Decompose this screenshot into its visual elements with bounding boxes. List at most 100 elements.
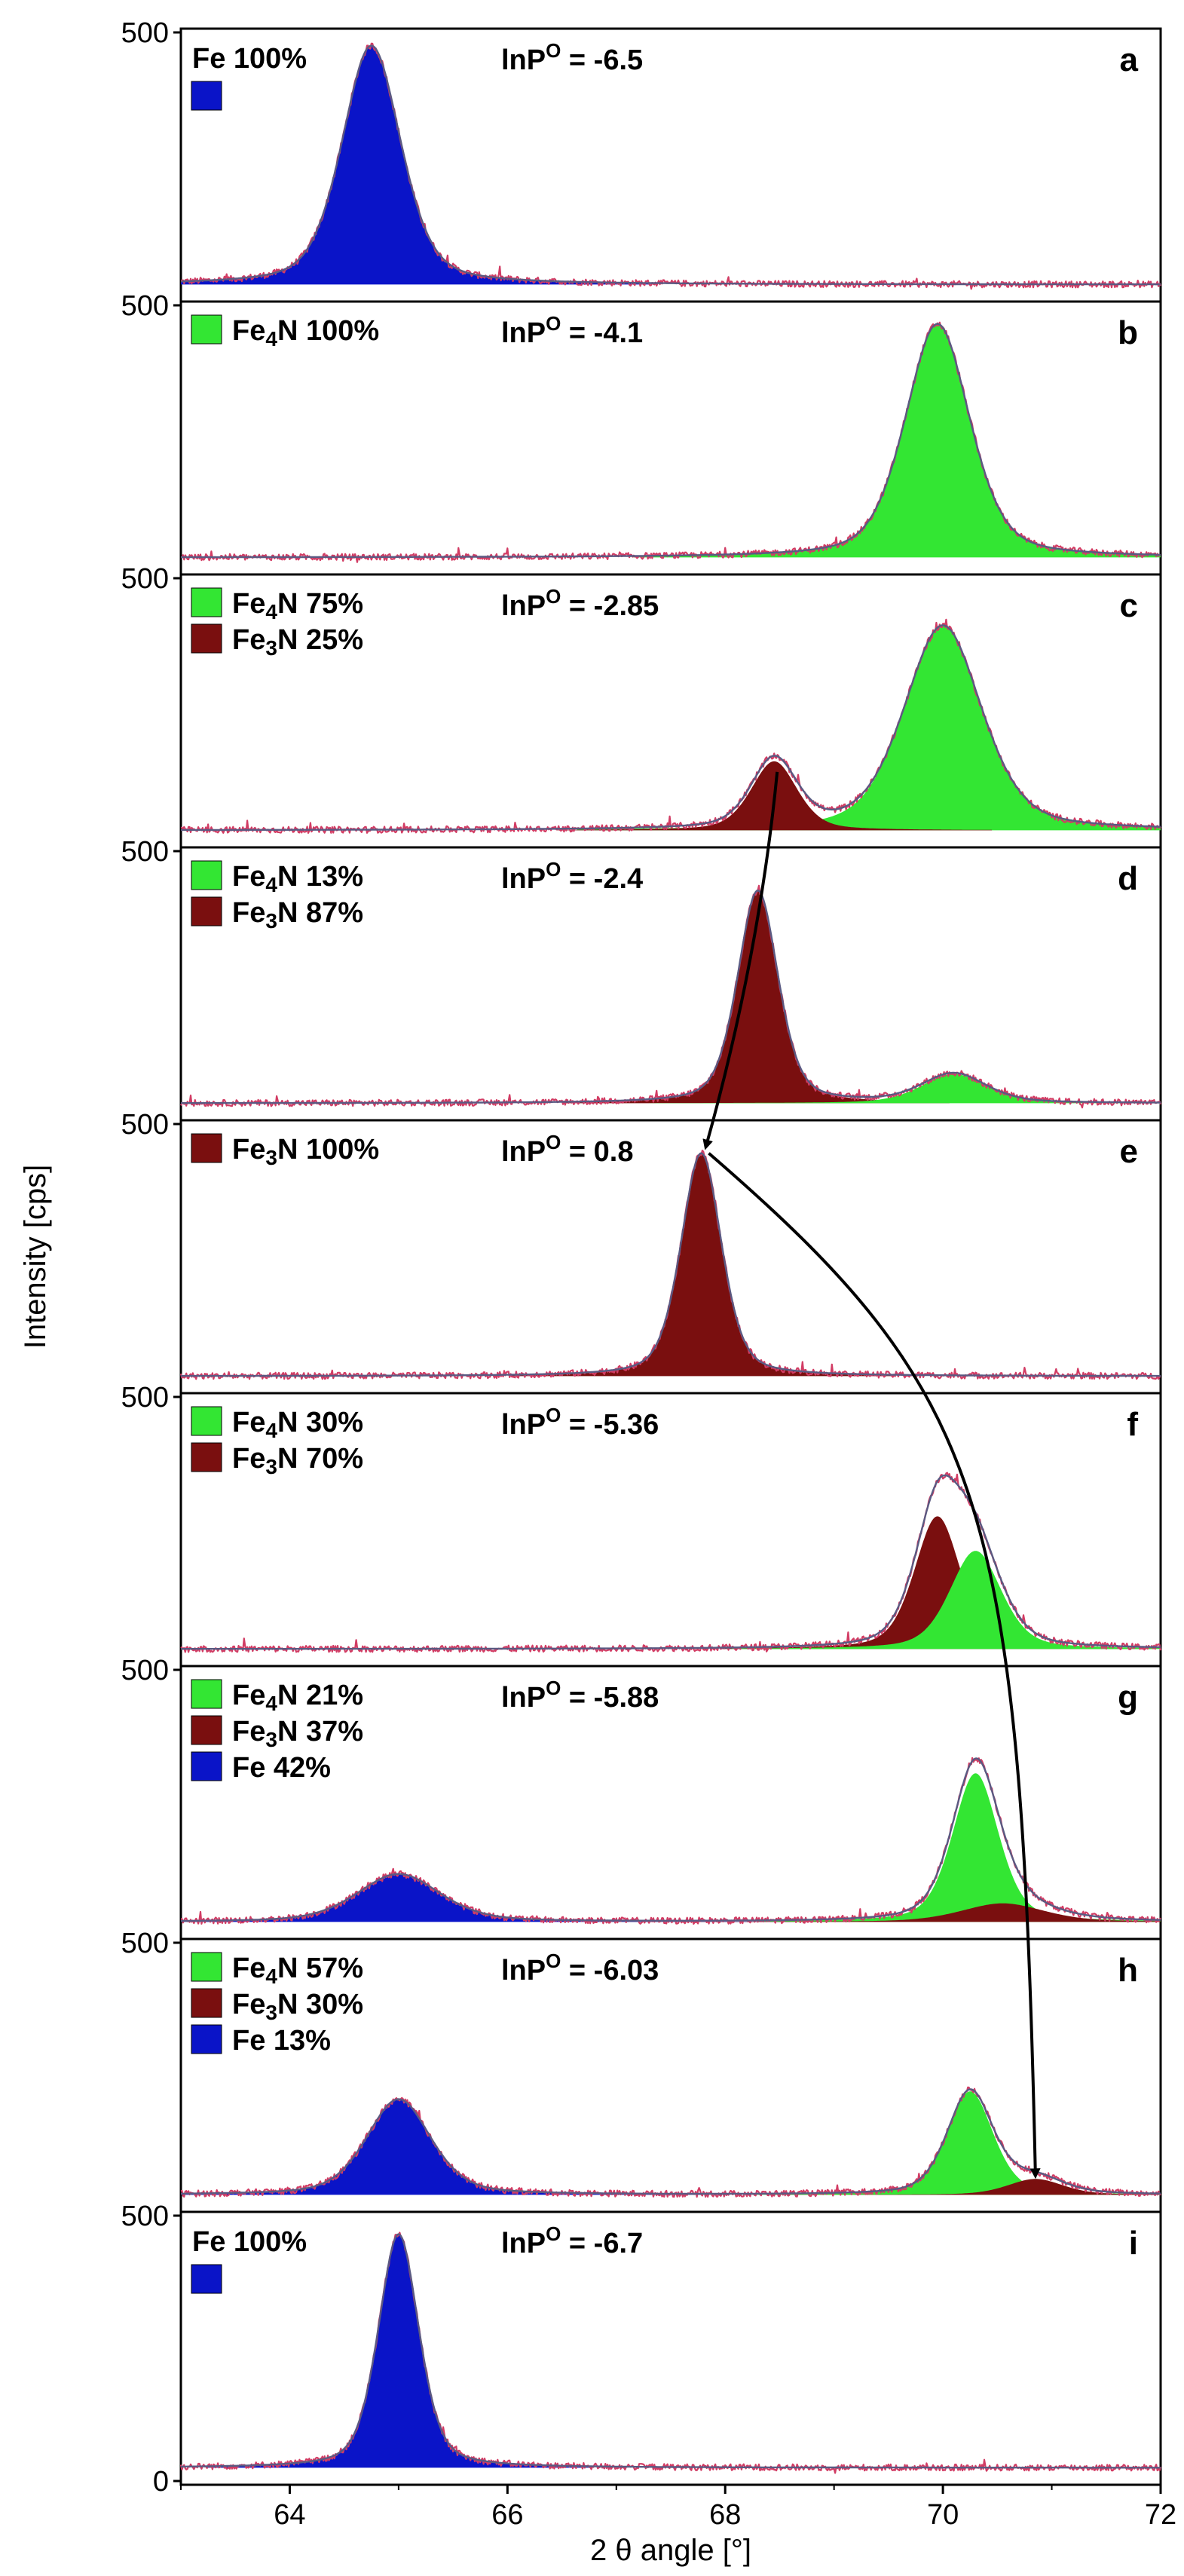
peak-fe4n-b <box>632 323 1161 558</box>
panel-i: 500 i lnPO = -6.7 Fe 100% <box>121 2201 1162 2486</box>
legend-swatch <box>191 1751 222 1781</box>
legend-swatch <box>191 1988 222 2018</box>
y-axis-label: Intensity [cps] <box>19 1165 52 1349</box>
arrow-e-to-h <box>708 1152 1041 2179</box>
y-tick-label-500: 500 <box>121 563 169 595</box>
legend-swatch <box>191 314 222 345</box>
panel-frame <box>179 2210 1162 2486</box>
y-tick-label-0: 0 <box>153 2466 169 2498</box>
legend-label: Fe3N 37% <box>232 1716 363 1751</box>
lnp-label: lnPO = 0.8 <box>501 1131 634 1168</box>
fit-curve-e <box>181 1152 1161 1377</box>
peak-fe4n-f <box>731 1551 1161 1649</box>
fit-curve-a <box>181 44 1161 286</box>
legend-swatch <box>191 896 222 927</box>
legend-label: Fe4N 30% <box>232 1407 363 1442</box>
peak-fe3n-h <box>774 2179 1161 2195</box>
y-tick-label-500: 500 <box>121 17 169 49</box>
legend-label: Fe4N 13% <box>232 861 363 896</box>
legend-label: Fe3N 70% <box>232 1443 363 1478</box>
legend-swatch <box>191 1715 222 1745</box>
peak-fe4n-g <box>757 1773 1161 1922</box>
lnp-label: lnPO = -4.1 <box>501 312 643 349</box>
panel-letter: i <box>1129 2225 1138 2262</box>
legend-swatch <box>191 2024 222 2054</box>
panel-letter: a <box>1120 41 1139 78</box>
panel-c: 500 c lnPO = -2.85 Fe4N 75%Fe3N 25% <box>121 563 1162 849</box>
fit-curve-h <box>181 2088 1161 2195</box>
peak-fe-a <box>181 45 650 285</box>
legend-label: Fe4N 75% <box>232 588 363 623</box>
fit-curve-b <box>181 323 1161 559</box>
peak-fe-i <box>207 2234 591 2468</box>
panel-a: 500 a lnPO = -6.5 Fe 100% <box>121 17 1162 303</box>
panel-letter: f <box>1127 1406 1138 1443</box>
panel-letter: b <box>1118 314 1138 351</box>
y-tick-label-500: 500 <box>121 1655 169 1686</box>
x-tick-label-66: 66 <box>491 2499 523 2531</box>
peak-fe4n-c <box>577 626 1161 831</box>
panel-f: 500 f lnPO = -5.36 Fe4N 30%Fe3N 70% <box>121 1382 1162 1668</box>
legend-label: Fe 100% <box>192 43 307 75</box>
legend-swatch <box>191 1133 222 1163</box>
legend-swatch <box>191 1952 222 1982</box>
x-tick-label-64: 64 <box>274 2499 305 2531</box>
panels-layer: 500 a lnPO = -6.5 Fe 100% 500 b lnPO = -4.1 Fe4… <box>121 17 1162 2486</box>
y-tick-label-500: 500 <box>121 290 169 322</box>
panel-h: 500 h lnPO = -6.03 Fe4N 57%Fe3N 30%Fe 13% <box>121 1928 1162 2213</box>
legend-swatch <box>191 623 222 654</box>
legend-label: Fe3N 87% <box>232 897 363 933</box>
lnp-label: lnPO = -6.03 <box>501 1950 659 1986</box>
arrow-c-to-e <box>702 771 779 1150</box>
legend-label: Fe3N 25% <box>232 624 363 660</box>
peak-fe4n-h <box>752 2091 1161 2195</box>
lnp-label: lnPO = -5.36 <box>501 1404 659 1441</box>
x-tick-label-70: 70 <box>927 2499 959 2531</box>
lnp-label: lnPO = -5.88 <box>501 1677 659 1714</box>
y-tick-label-500: 500 <box>121 1382 169 1414</box>
fit-curve-d <box>181 889 1161 1104</box>
legend-swatch <box>191 1679 222 1709</box>
lnp-label: lnPO = -6.7 <box>501 2222 643 2259</box>
legend-swatch <box>191 860 222 890</box>
panel-e: 500 e lnPO = 0.8 Fe3N 100% <box>121 1109 1162 1395</box>
lnp-label: lnPO = -6.5 <box>501 39 643 76</box>
panel-g: 500 g lnPO = -5.88 Fe4N 21%Fe3N 37%Fe 42% <box>121 1655 1162 1940</box>
panel-letter: c <box>1120 587 1138 624</box>
panel-letter: g <box>1118 1679 1138 1716</box>
measured-envelope-i <box>179 2231 1162 2474</box>
x-axis-label: 2 θ angle [°] <box>590 2534 751 2567</box>
peak-fe3n-g <box>610 1903 1161 1922</box>
fit-curve-i <box>181 2233 1161 2469</box>
y-tick-label-500: 500 <box>121 2201 169 2232</box>
y-tick-label-500: 500 <box>121 1928 169 1959</box>
legend-label: Fe4N 21% <box>232 1680 363 1715</box>
legend-label: Fe4N 57% <box>232 1953 363 1988</box>
panel-letter: e <box>1120 1133 1138 1170</box>
x-tick-label-68: 68 <box>709 2499 741 2531</box>
legend-label: Fe3N 100% <box>232 1134 379 1169</box>
x-tick-label-72: 72 <box>1145 2499 1176 2531</box>
lnp-label: lnPO = -2.4 <box>501 858 643 895</box>
lnp-label: lnPO = -2.85 <box>501 585 659 622</box>
fit-curve-c <box>181 624 1161 832</box>
legend-label: Fe3N 30% <box>232 1989 363 2024</box>
measured-envelope-b <box>180 321 1161 563</box>
peak-fe-h <box>181 2099 704 2195</box>
legend-label: Fe 42% <box>232 1752 331 1784</box>
fit-curve-g <box>180 1757 1161 1922</box>
peak-fe3n-d <box>566 890 950 1104</box>
arrow-layer <box>702 771 1041 2179</box>
legend-swatch <box>191 2264 222 2294</box>
legend-label: Fe 100% <box>192 2226 307 2258</box>
legend-label: Fe4N 100% <box>232 315 379 351</box>
panel-letter: h <box>1118 1952 1138 1989</box>
peak-fe-g <box>181 1874 791 1922</box>
panel-letter: d <box>1118 860 1138 897</box>
legend-label: Fe 13% <box>232 2025 331 2057</box>
peak-fe4n-d <box>649 1074 1161 1104</box>
peak-fe3n-f <box>720 1516 1155 1649</box>
panel-b: 500 b lnPO = -4.1 Fe4N 100% <box>121 290 1162 576</box>
legend-swatch <box>191 81 222 111</box>
